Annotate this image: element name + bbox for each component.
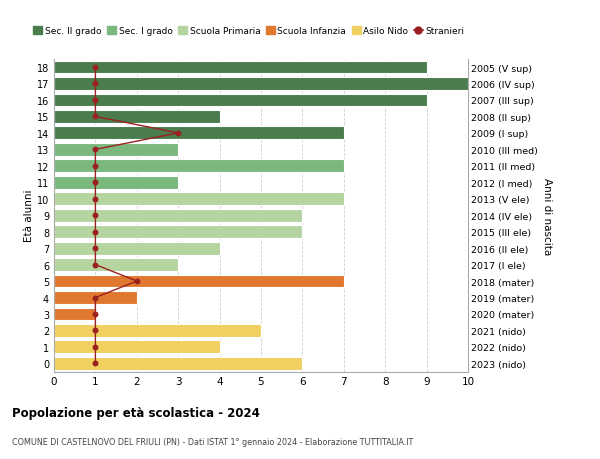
Point: [91, 245, 100, 252]
Bar: [54, 176, 178, 189]
Point: [132, 278, 142, 285]
Point: [173, 130, 183, 137]
Bar: [54, 193, 344, 206]
Bar: [54, 341, 220, 353]
Bar: [54, 308, 95, 321]
Point: [91, 97, 100, 104]
Bar: [54, 209, 302, 222]
Y-axis label: Età alunni: Età alunni: [24, 190, 34, 242]
Bar: [54, 242, 220, 255]
Bar: [54, 258, 178, 271]
Y-axis label: Anni di nascita: Anni di nascita: [542, 177, 551, 254]
Text: Popolazione per età scolastica - 2024: Popolazione per età scolastica - 2024: [12, 406, 260, 419]
Point: [91, 261, 100, 269]
Bar: [54, 62, 427, 74]
Point: [91, 163, 100, 170]
Point: [91, 311, 100, 318]
Bar: [54, 78, 468, 91]
Bar: [54, 160, 344, 173]
Text: COMUNE DI CASTELNOVO DEL FRIULI (PN) - Dati ISTAT 1° gennaio 2024 - Elaborazione: COMUNE DI CASTELNOVO DEL FRIULI (PN) - D…: [12, 437, 413, 446]
Bar: [54, 111, 220, 123]
Point: [91, 146, 100, 154]
Bar: [54, 357, 302, 370]
Bar: [54, 144, 178, 157]
Point: [91, 229, 100, 236]
Bar: [54, 275, 344, 288]
Point: [91, 212, 100, 219]
Bar: [54, 226, 302, 239]
Point: [91, 360, 100, 367]
Point: [91, 113, 100, 121]
Point: [91, 196, 100, 203]
Bar: [54, 95, 427, 107]
Bar: [54, 325, 261, 337]
Point: [91, 64, 100, 72]
Point: [91, 343, 100, 351]
Legend: Sec. II grado, Sec. I grado, Scuola Primaria, Scuola Infanzia, Asilo Nido, Stran: Sec. II grado, Sec. I grado, Scuola Prim…: [29, 23, 468, 40]
Point: [91, 81, 100, 88]
Point: [91, 327, 100, 335]
Bar: [54, 291, 137, 304]
Point: [91, 179, 100, 186]
Bar: [54, 127, 344, 140]
Point: [91, 294, 100, 302]
